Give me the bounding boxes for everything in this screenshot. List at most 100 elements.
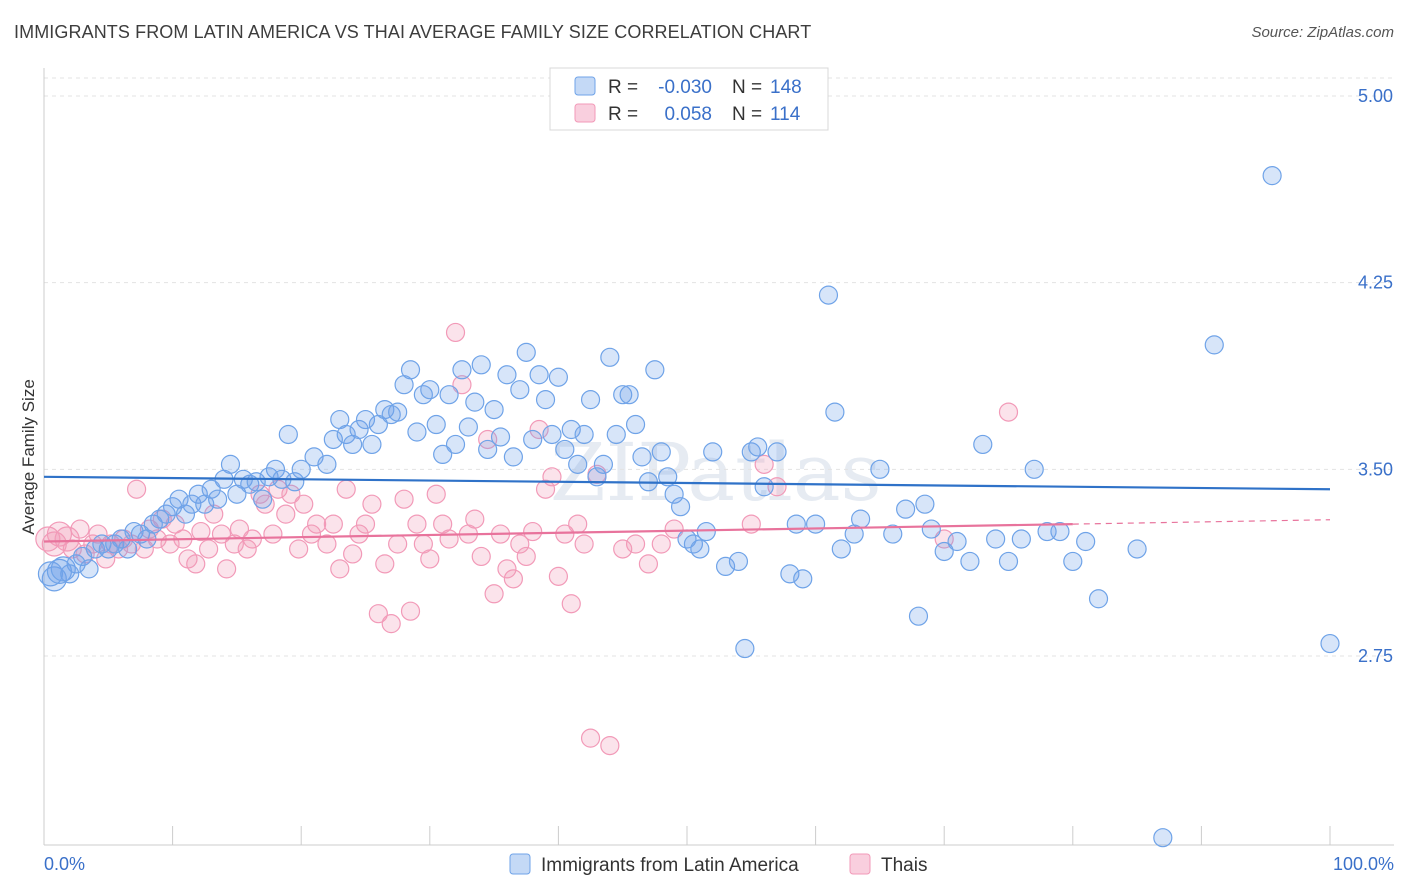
latin-america-point bbox=[658, 467, 678, 487]
latin-america-point bbox=[66, 554, 86, 574]
y-axis-label: Average Family Size bbox=[19, 379, 38, 535]
latin-america-point bbox=[754, 477, 774, 497]
y-tick-label: 5.00 bbox=[1358, 86, 1393, 106]
latin-america-point bbox=[664, 484, 684, 504]
legend-n-value-1: 148 bbox=[770, 77, 802, 98]
latin-america-point bbox=[79, 559, 99, 579]
data-points bbox=[35, 166, 1340, 848]
thais-point bbox=[330, 559, 350, 579]
latin-america-point bbox=[574, 424, 594, 445]
latin-america-point bbox=[516, 342, 536, 362]
latin-america-point bbox=[413, 385, 433, 405]
thais-point bbox=[651, 534, 671, 554]
thais-point bbox=[191, 521, 211, 542]
latin-america-trend-line bbox=[43, 475, 1331, 491]
thais-point bbox=[535, 479, 556, 499]
thais-point bbox=[276, 504, 296, 524]
latin-america-point bbox=[246, 472, 266, 492]
series-legend-label-latin-america: Immigrants from Latin America bbox=[541, 855, 799, 876]
thais-point bbox=[420, 549, 440, 569]
latin-america-point bbox=[445, 434, 466, 455]
trend-lines bbox=[43, 475, 1331, 543]
latin-america-point bbox=[510, 380, 530, 400]
y-tick-label: 4.25 bbox=[1358, 273, 1393, 293]
thais-point bbox=[580, 728, 601, 748]
latin-america-point bbox=[439, 385, 459, 405]
latin-america-point bbox=[426, 414, 446, 435]
thais-point bbox=[199, 539, 219, 559]
thais-point bbox=[407, 514, 427, 534]
latin-america-point bbox=[632, 447, 652, 467]
thais-point bbox=[388, 534, 408, 554]
latin-america-point bbox=[715, 556, 736, 577]
latin-america-point bbox=[915, 494, 935, 514]
latin-america-point bbox=[908, 606, 929, 626]
thais-point bbox=[484, 584, 504, 604]
latin-america-point bbox=[535, 390, 556, 410]
latin-america-point bbox=[580, 390, 601, 410]
thais-point bbox=[754, 454, 774, 474]
thais-point bbox=[355, 514, 376, 534]
latin-america-point bbox=[896, 499, 916, 519]
thais-point bbox=[281, 484, 301, 504]
latin-america-point bbox=[471, 355, 491, 375]
latin-america-point bbox=[606, 424, 626, 445]
latin-america-point bbox=[548, 367, 569, 387]
latin-america-point bbox=[156, 504, 176, 524]
latin-america-point bbox=[561, 419, 581, 440]
latin-america-point bbox=[825, 402, 845, 422]
y-tick-label: 2.75 bbox=[1358, 646, 1393, 666]
latin-america-point bbox=[188, 484, 208, 504]
y-axis-tick-labels: 2.75 3.50 4.25 5.00 bbox=[1358, 86, 1393, 666]
latin-america-point bbox=[986, 529, 1006, 549]
latin-america-point bbox=[400, 360, 421, 380]
latin-america-point bbox=[613, 385, 633, 405]
latin-america-point bbox=[201, 479, 221, 499]
thais-point bbox=[294, 494, 314, 514]
latin-america-point bbox=[349, 419, 369, 440]
thais-point bbox=[465, 509, 485, 529]
latin-america-point bbox=[37, 561, 64, 587]
latin-america-point bbox=[921, 519, 941, 539]
latin-america-point bbox=[973, 434, 993, 455]
latin-america-point bbox=[253, 489, 273, 509]
thais-point bbox=[255, 494, 275, 514]
latin-america-point bbox=[741, 442, 761, 462]
latin-america-point bbox=[362, 434, 382, 455]
thais-point bbox=[574, 534, 594, 554]
legend-swatch-pink bbox=[574, 103, 596, 123]
x-axis-ticks bbox=[43, 826, 1331, 845]
latin-america-point bbox=[420, 380, 440, 400]
thais-point bbox=[548, 566, 569, 586]
latin-america-point bbox=[645, 360, 665, 380]
latin-america-point bbox=[998, 551, 1019, 572]
legend-n-label-2: N = bbox=[732, 104, 762, 125]
latin-america-point bbox=[503, 447, 523, 467]
latin-america-point bbox=[625, 414, 646, 435]
latin-america-point bbox=[478, 439, 498, 460]
latin-america-point bbox=[786, 514, 806, 534]
latin-america-point bbox=[1088, 589, 1109, 609]
legend-n-value-2: 114 bbox=[770, 104, 801, 125]
thais-point bbox=[381, 614, 401, 634]
latin-america-point bbox=[175, 504, 196, 524]
latin-america-point bbox=[735, 638, 755, 659]
thais-point bbox=[998, 402, 1019, 422]
latin-america-point bbox=[542, 424, 562, 445]
latin-america-point bbox=[523, 429, 543, 450]
latin-america-point bbox=[683, 534, 704, 554]
latin-america-point bbox=[1024, 459, 1044, 479]
thais-point bbox=[516, 546, 536, 567]
latin-america-point bbox=[336, 424, 356, 445]
thais-point bbox=[510, 534, 530, 554]
latin-america-point bbox=[793, 569, 813, 589]
latin-america-point bbox=[593, 454, 614, 474]
thais-point bbox=[323, 514, 343, 534]
latin-america-point bbox=[433, 444, 453, 464]
latin-america-point bbox=[1127, 539, 1147, 559]
latin-america-point bbox=[1153, 828, 1173, 848]
latin-america-point bbox=[323, 429, 343, 450]
thais-point bbox=[555, 524, 575, 544]
latin-america-point bbox=[208, 489, 228, 509]
